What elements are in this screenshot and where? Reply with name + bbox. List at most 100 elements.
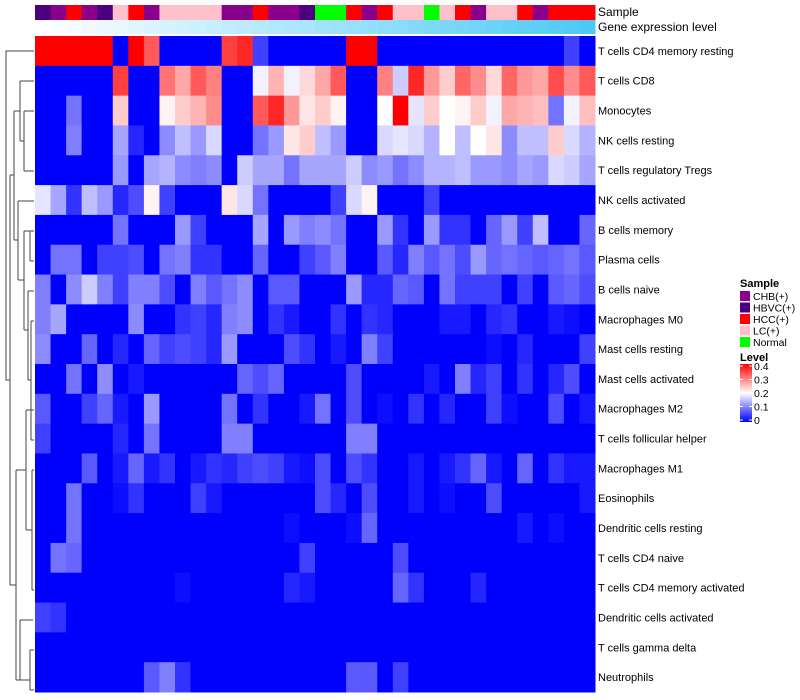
heatmap-cell — [470, 423, 487, 454]
heatmap-cell — [408, 513, 425, 544]
heatmap-cell — [315, 244, 332, 276]
heatmap-cell — [392, 423, 409, 454]
heatmap-cell — [486, 393, 503, 425]
heatmap-cell — [579, 662, 596, 693]
heatmap-cell — [470, 662, 487, 693]
gene-level-annotation-cell — [97, 20, 114, 34]
heatmap-cell — [221, 483, 238, 514]
heatmap-cell — [377, 423, 394, 454]
gene-level-annotation-cell — [470, 20, 487, 34]
heatmap-cell — [252, 65, 269, 97]
heatmap-cell — [563, 274, 580, 305]
heatmap-cell — [532, 244, 549, 276]
heatmap-cell — [455, 483, 472, 514]
sample-annotation-cell — [128, 5, 145, 20]
heatmap-cell — [439, 393, 456, 425]
legend-swatch — [740, 291, 750, 301]
heatmap-cell — [439, 602, 456, 633]
heatmap-cell — [315, 274, 332, 305]
heatmap-cell — [501, 483, 518, 514]
heatmap-cell — [532, 155, 549, 186]
heatmap-cell — [330, 393, 347, 425]
heatmap-cell — [50, 542, 67, 574]
heatmap-cell — [206, 602, 223, 633]
heatmap-cell — [346, 483, 363, 514]
heatmap-cell — [66, 125, 83, 156]
heatmap-cell — [283, 662, 300, 693]
column-annotations — [35, 5, 596, 34]
heatmap-cell — [175, 334, 192, 365]
heatmap-cell — [128, 36, 145, 67]
heatmap-cell — [346, 423, 363, 454]
heatmap-cell — [563, 632, 580, 663]
heatmap-cell — [268, 602, 285, 633]
heatmap-cell — [392, 95, 409, 126]
heatmap-cell — [66, 304, 83, 335]
heatmap-cell — [392, 36, 409, 67]
heatmap-cell — [159, 155, 176, 186]
heatmap-cell — [579, 602, 596, 633]
heatmap-cell — [439, 632, 456, 663]
heatmap-cell — [455, 423, 472, 454]
heatmap-cell — [283, 214, 300, 246]
heatmap-cell — [112, 185, 129, 216]
heatmap-cell — [35, 274, 52, 305]
heatmap-cell — [283, 95, 300, 126]
heatmap-cell — [97, 513, 114, 544]
heatmap-cell — [283, 155, 300, 186]
heatmap-cell — [112, 125, 129, 156]
heatmap-cell — [455, 334, 472, 365]
heatmap-cell — [470, 453, 487, 484]
heatmap-cell — [423, 602, 440, 633]
heatmap-cell — [252, 274, 269, 305]
heatmap-cell — [563, 244, 580, 276]
heatmap-cell — [50, 185, 67, 216]
heatmap-cell — [315, 393, 332, 425]
sample-annotation-cell — [408, 5, 425, 20]
heatmap-cell — [50, 453, 67, 484]
heatmap-cell — [35, 662, 52, 693]
heatmap-cell — [470, 95, 487, 126]
heatmap-cell — [377, 513, 394, 544]
heatmap-cell — [143, 662, 160, 693]
heatmap-cell — [330, 334, 347, 365]
heatmap-cell — [268, 244, 285, 276]
heatmap-cell — [392, 334, 409, 365]
heatmap-cell — [112, 334, 129, 365]
heatmap-cell — [66, 214, 83, 246]
heatmap-cell — [563, 602, 580, 633]
heatmap-cell — [330, 244, 347, 276]
heatmap-cell — [299, 513, 316, 544]
heatmap-cell — [97, 125, 114, 156]
heatmap-cell — [268, 36, 285, 67]
heatmap-cell — [486, 632, 503, 663]
heatmap-cell — [97, 185, 114, 216]
heatmap-cell — [346, 36, 363, 67]
heatmap-cell — [377, 483, 394, 514]
heatmap-cell — [97, 274, 114, 305]
heatmap-cell — [330, 364, 347, 395]
heatmap-cell — [97, 572, 114, 604]
gene-level-annotation-cell — [66, 20, 83, 34]
heatmap-cell — [159, 185, 176, 216]
heatmap-cell — [346, 662, 363, 693]
heatmap-cell — [346, 185, 363, 216]
row-label: Macrophages M2 — [598, 404, 683, 416]
gene-level-annotation-cell — [159, 20, 176, 34]
heatmap-cell — [50, 662, 67, 693]
heatmap-cell — [50, 393, 67, 425]
heatmap-cell — [128, 572, 145, 604]
sample-annotation-cell — [159, 5, 176, 20]
heatmap-cell — [423, 483, 440, 514]
heatmap-cell — [143, 423, 160, 454]
heatmap-cell — [563, 155, 580, 186]
heatmap-cell — [237, 364, 254, 395]
heatmap-cell — [283, 632, 300, 663]
heatmap-cell — [423, 185, 440, 216]
heatmap-cell — [299, 95, 316, 126]
heatmap-cell — [66, 602, 83, 633]
heatmap-cell — [50, 334, 67, 365]
heatmap-cell — [532, 125, 549, 156]
sample-annotation-cell — [392, 5, 409, 20]
heatmap-cell — [128, 185, 145, 216]
